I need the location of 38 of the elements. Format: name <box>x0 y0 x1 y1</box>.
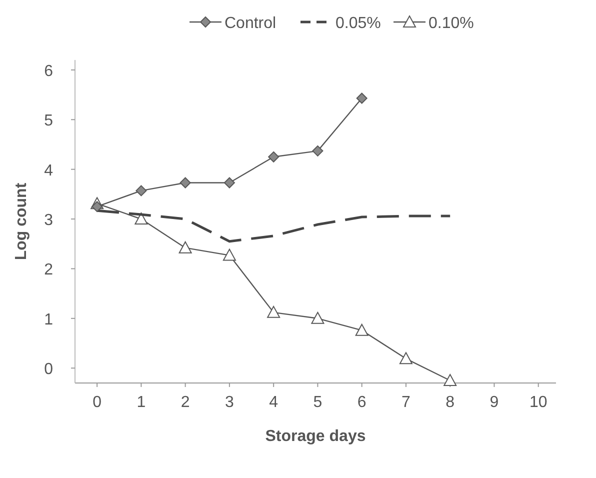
point <box>222 248 236 261</box>
point <box>136 185 147 196</box>
x-tick-label: 6 <box>357 394 366 411</box>
x-tick-label: 3 <box>224 394 234 411</box>
x-tick-label: 8 <box>446 394 455 411</box>
point <box>312 145 324 156</box>
x-tick-label: 7 <box>402 394 411 411</box>
y-tick-label: 3 <box>44 212 54 230</box>
point <box>444 374 457 386</box>
x-axis-title: Storage days <box>265 428 366 445</box>
point <box>178 241 192 254</box>
y-axis-title: Log count <box>13 182 30 260</box>
point <box>92 201 103 212</box>
legend-label: 0.10% <box>428 15 474 32</box>
x-tick-label: 4 <box>269 394 278 411</box>
y-tick-label: 0 <box>44 361 54 378</box>
legend-label: 0.05% <box>336 15 381 32</box>
point <box>267 306 280 318</box>
point <box>180 177 191 188</box>
point <box>355 324 368 336</box>
y-tick-label: 1 <box>44 311 54 328</box>
y-tick-label: 4 <box>44 162 54 180</box>
point <box>134 212 148 225</box>
y-tick-label: 6 <box>44 62 54 80</box>
point <box>268 151 280 162</box>
y-tick-label: 2 <box>44 262 54 279</box>
point <box>311 312 324 324</box>
point <box>399 352 412 364</box>
point <box>356 92 368 104</box>
x-tick-label: 0 <box>92 394 102 411</box>
x-tick-label: 1 <box>136 394 146 411</box>
y-tick-label: 5 <box>44 112 54 130</box>
x-tick-label: 9 <box>490 394 499 411</box>
x-tick-label: 2 <box>180 394 190 411</box>
point <box>224 177 235 188</box>
x-tick-label: 5 <box>313 394 322 411</box>
legend-label: Control <box>224 15 276 32</box>
x-tick-label: 10 <box>529 394 548 411</box>
